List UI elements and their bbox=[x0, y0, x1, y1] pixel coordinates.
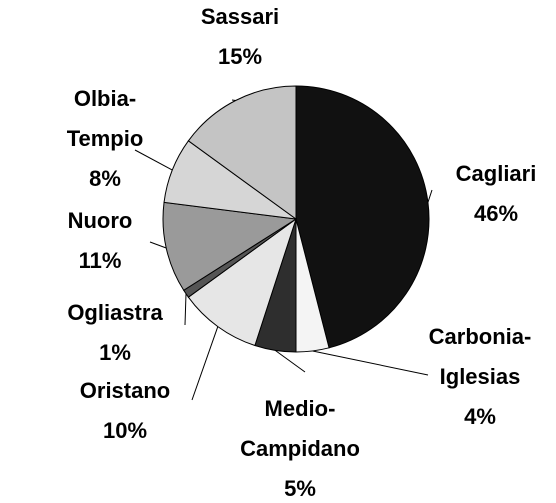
label-line: Campidano bbox=[240, 436, 360, 461]
slice-label: Cagliari bbox=[456, 161, 537, 186]
slice-label: Ogliastra bbox=[67, 300, 163, 325]
value-label: 15% bbox=[218, 44, 262, 69]
label-line: Oristano bbox=[80, 378, 170, 403]
label-line: Tempio bbox=[67, 126, 144, 151]
leader-line bbox=[274, 349, 306, 373]
label-line: Medio- bbox=[265, 396, 336, 421]
leader-line bbox=[134, 149, 173, 171]
value-label: 10% bbox=[103, 418, 147, 443]
value-label: 11% bbox=[79, 248, 122, 273]
pie-slice bbox=[187, 85, 297, 220]
slice-label: Medio- Campidano bbox=[240, 396, 360, 461]
leader-line bbox=[427, 189, 433, 203]
slice-label: Sassari bbox=[201, 4, 279, 29]
leader-line bbox=[149, 241, 167, 249]
leader-line bbox=[191, 326, 219, 401]
label-line: Olbia- bbox=[74, 86, 136, 111]
label-line: Iglesias bbox=[440, 364, 521, 389]
value-label: 1% bbox=[99, 340, 131, 365]
label-line: Ogliastra bbox=[67, 300, 163, 325]
pie-slice bbox=[162, 201, 298, 291]
value-label: 46% bbox=[474, 201, 518, 226]
slice-label: Nuoro bbox=[68, 208, 133, 233]
pie-slice bbox=[187, 217, 297, 347]
label-line: Carbonia- bbox=[429, 324, 532, 349]
leader-line bbox=[184, 293, 187, 326]
label-line: Sassari bbox=[201, 4, 279, 29]
slice-label: Olbia- Tempio bbox=[67, 86, 144, 151]
label-line: Cagliari bbox=[456, 161, 537, 186]
value-label: 8% bbox=[89, 166, 121, 191]
label-line: Nuoro bbox=[68, 208, 133, 233]
value-label: 5% bbox=[284, 476, 316, 501]
leader-line bbox=[312, 350, 429, 376]
value-label: 4% bbox=[464, 404, 496, 429]
slice-label: Oristano bbox=[80, 378, 170, 403]
slice-label: Carbonia- Iglesias bbox=[429, 324, 532, 389]
